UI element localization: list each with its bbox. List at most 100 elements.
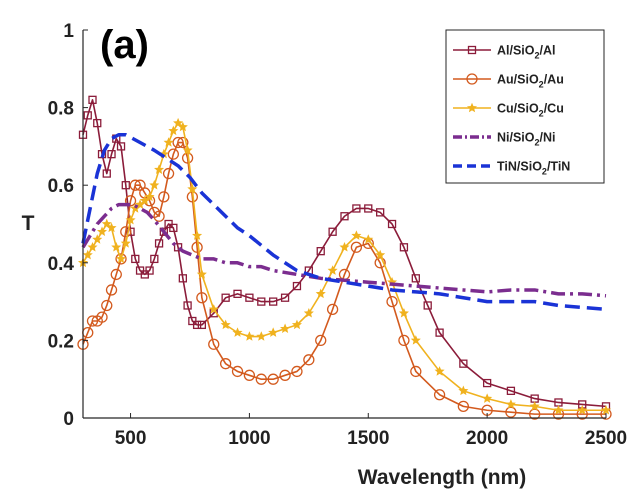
legend-label: TiN/SiO2/TiN bbox=[497, 160, 570, 177]
data-point-al bbox=[340, 212, 349, 221]
data-point-au bbox=[315, 334, 327, 347]
x-tick-label: 1000 bbox=[228, 428, 270, 449]
data-point-au bbox=[386, 295, 398, 308]
data-point-cu bbox=[182, 144, 193, 155]
data-point-au bbox=[177, 136, 189, 149]
data-point-cu bbox=[529, 401, 540, 411]
data-point-au bbox=[398, 334, 410, 347]
x-tick-label: 2000 bbox=[466, 428, 508, 449]
data-point-al bbox=[459, 359, 468, 368]
y-tick-label: 1 bbox=[63, 21, 74, 42]
data-point-al bbox=[88, 95, 97, 104]
data-point-cu bbox=[163, 137, 174, 147]
data-point-al bbox=[435, 328, 444, 337]
data-point-au bbox=[86, 315, 99, 327]
data-point-cu bbox=[434, 366, 445, 376]
series-cu bbox=[77, 117, 612, 415]
data-point-al bbox=[97, 150, 107, 159]
data-point-cu bbox=[339, 241, 350, 252]
data-point-al bbox=[423, 301, 432, 310]
data-point-au bbox=[120, 226, 132, 238]
axes-layer: 500 1000 1500 2000 2500 0 0.2 0.4 0.6 0.8 1 bbox=[48, 21, 628, 449]
data-point-au bbox=[350, 241, 363, 253]
data-point-cu bbox=[144, 191, 155, 202]
data-point-cu bbox=[291, 319, 302, 330]
data-point-cu bbox=[315, 288, 326, 299]
data-point-au bbox=[231, 365, 244, 378]
data-point-al bbox=[233, 289, 242, 298]
data-point-au bbox=[167, 148, 179, 160]
panel-label: (a) bbox=[100, 23, 149, 67]
legend-swatch-marker bbox=[467, 45, 477, 55]
data-point-al bbox=[245, 293, 254, 302]
data-point-al bbox=[482, 378, 492, 388]
data-point-cu bbox=[106, 222, 117, 233]
data-point-cu bbox=[101, 218, 112, 229]
data-point-au bbox=[172, 136, 184, 149]
data-point-au bbox=[129, 179, 141, 191]
data-point-al bbox=[116, 142, 126, 151]
data-point-al bbox=[387, 219, 397, 229]
data-point-cu bbox=[482, 393, 493, 403]
data-point-cu bbox=[149, 179, 160, 190]
data-point-cu bbox=[82, 249, 93, 260]
data-point-cu bbox=[410, 335, 421, 345]
data-point-au bbox=[101, 299, 113, 312]
data-point-au bbox=[303, 354, 315, 366]
data-point-cu bbox=[125, 214, 136, 225]
data-point-cu bbox=[553, 404, 564, 415]
data-point-al bbox=[173, 243, 183, 252]
data-point-cu bbox=[192, 230, 203, 240]
data-point-cu bbox=[280, 323, 291, 334]
data-point-au bbox=[153, 210, 165, 222]
data-point-au bbox=[162, 167, 175, 180]
data-point-al bbox=[126, 227, 135, 236]
data-point-cu bbox=[327, 265, 338, 275]
data-point-cu bbox=[196, 269, 207, 279]
data-point-al bbox=[154, 239, 164, 248]
data-point-cu bbox=[398, 307, 409, 318]
series-line-cu bbox=[82, 122, 606, 412]
data-point-al bbox=[159, 227, 168, 236]
data-point-au bbox=[243, 369, 256, 381]
data-point-al bbox=[192, 320, 202, 330]
data-point-al bbox=[169, 223, 178, 233]
data-point-au bbox=[505, 406, 517, 418]
data-point-cu bbox=[244, 331, 255, 341]
data-point-cu bbox=[256, 331, 267, 341]
x-tick-label: 500 bbox=[115, 428, 147, 449]
series-line-tin bbox=[81, 133, 607, 312]
data-point-au bbox=[208, 338, 220, 350]
data-point-al bbox=[197, 320, 207, 330]
data-point-cu bbox=[177, 121, 188, 132]
legend-label: Au/SiO2/Au bbox=[497, 73, 564, 90]
data-point-cu bbox=[232, 327, 243, 337]
data-point-al bbox=[364, 204, 373, 213]
data-point-cu bbox=[87, 241, 98, 252]
data-point-al bbox=[150, 254, 159, 264]
data-point-cu bbox=[173, 117, 184, 128]
data-point-au bbox=[255, 373, 267, 385]
data-point-au bbox=[410, 365, 422, 378]
data-point-au bbox=[219, 358, 232, 370]
data-point-al bbox=[257, 297, 266, 306]
data-point-al bbox=[506, 386, 516, 395]
data-point-al bbox=[131, 254, 140, 264]
legend-swatch-marker bbox=[466, 102, 478, 113]
data-point-cu bbox=[505, 399, 516, 409]
y-tick-label: 0 bbox=[63, 409, 74, 430]
data-point-au bbox=[279, 369, 291, 381]
data-point-cu bbox=[577, 404, 588, 415]
data-point-al bbox=[178, 274, 187, 283]
data-point-cu bbox=[600, 404, 612, 415]
data-point-al bbox=[399, 243, 409, 252]
series-line-ni bbox=[81, 202, 607, 298]
data-point-cu bbox=[96, 226, 108, 237]
data-point-al bbox=[145, 266, 154, 275]
data-point-al bbox=[269, 297, 278, 306]
data-point-al bbox=[183, 301, 192, 310]
legend-label: Al/SiO2/Al bbox=[497, 44, 556, 61]
series-layer bbox=[77, 95, 612, 420]
data-point-au bbox=[433, 389, 446, 401]
x-axis-label: Wavelength (nm) bbox=[358, 466, 526, 489]
